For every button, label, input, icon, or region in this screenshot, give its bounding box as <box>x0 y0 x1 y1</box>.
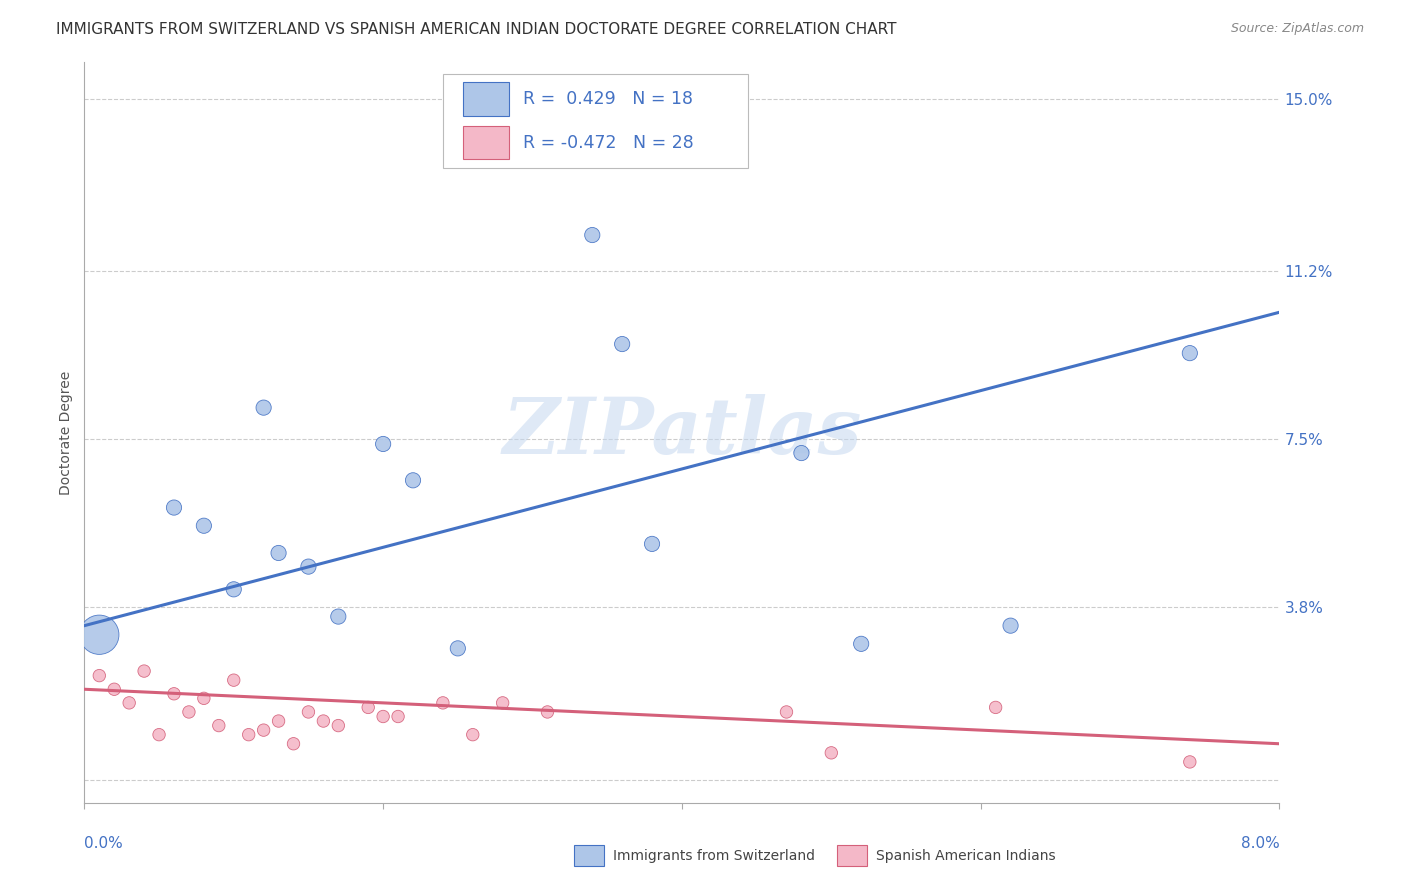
Point <box>103 682 125 697</box>
Text: Immigrants from Switzerland: Immigrants from Switzerland <box>613 849 814 863</box>
Point <box>267 546 290 560</box>
Text: 8.0%: 8.0% <box>1240 836 1279 851</box>
Point <box>373 437 395 451</box>
Point <box>612 337 634 351</box>
Point <box>820 746 842 760</box>
Point <box>253 723 276 738</box>
Point <box>1178 346 1201 360</box>
Text: R =  0.429   N = 18: R = 0.429 N = 18 <box>523 90 693 108</box>
Point <box>253 401 276 415</box>
Point <box>163 500 186 515</box>
Point <box>193 518 215 533</box>
Point <box>373 709 395 723</box>
Point <box>297 559 319 574</box>
FancyBboxPatch shape <box>838 845 868 866</box>
Point <box>148 728 170 742</box>
Point <box>328 718 350 732</box>
Text: Spanish American Indians: Spanish American Indians <box>876 849 1054 863</box>
Point <box>536 705 558 719</box>
Point <box>1178 755 1201 769</box>
Point <box>312 714 335 728</box>
Point <box>163 687 186 701</box>
FancyBboxPatch shape <box>463 82 509 116</box>
Point <box>447 641 470 656</box>
Point <box>89 628 111 642</box>
Point <box>222 673 245 688</box>
Point <box>208 718 231 732</box>
Point <box>402 473 425 487</box>
Point <box>283 737 305 751</box>
Point <box>357 700 380 714</box>
FancyBboxPatch shape <box>463 126 509 160</box>
FancyBboxPatch shape <box>575 845 605 866</box>
Point <box>177 705 200 719</box>
Point <box>238 728 260 742</box>
Point <box>641 537 664 551</box>
Point <box>492 696 515 710</box>
Point <box>461 728 484 742</box>
Text: ZIPatlas: ZIPatlas <box>502 394 862 471</box>
Text: R = -0.472   N = 28: R = -0.472 N = 28 <box>523 134 693 152</box>
Point <box>267 714 290 728</box>
Text: Source: ZipAtlas.com: Source: ZipAtlas.com <box>1230 22 1364 36</box>
Text: IMMIGRANTS FROM SWITZERLAND VS SPANISH AMERICAN INDIAN DOCTORATE DEGREE CORRELAT: IMMIGRANTS FROM SWITZERLAND VS SPANISH A… <box>56 22 897 37</box>
Point <box>984 700 1007 714</box>
Point <box>1000 618 1022 632</box>
Point <box>328 609 350 624</box>
Point <box>581 227 603 242</box>
Point <box>297 705 319 719</box>
Point <box>118 696 141 710</box>
Text: 0.0%: 0.0% <box>84 836 124 851</box>
Point <box>851 637 873 651</box>
Point <box>387 709 409 723</box>
Point <box>790 446 813 460</box>
Point <box>193 691 215 706</box>
Point <box>222 582 245 597</box>
Point <box>432 696 454 710</box>
Point <box>132 664 156 678</box>
Y-axis label: Doctorate Degree: Doctorate Degree <box>59 370 73 495</box>
Point <box>775 705 797 719</box>
FancyBboxPatch shape <box>443 73 748 169</box>
Point <box>89 668 111 682</box>
